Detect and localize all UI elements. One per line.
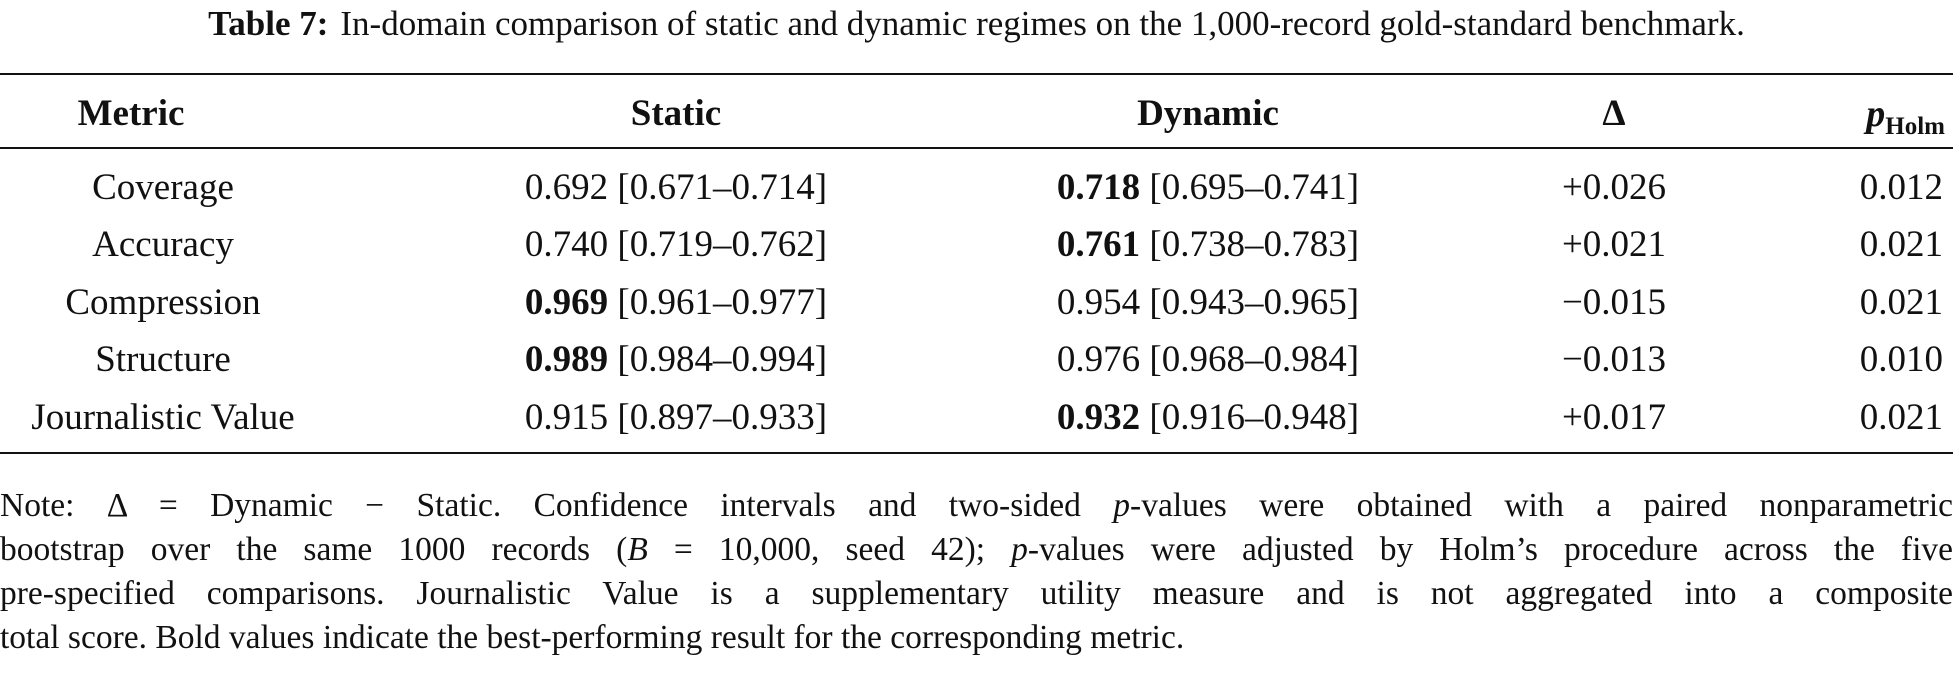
dynamic-value: 0.954 xyxy=(1056,282,1141,323)
row-delta: −0.013 xyxy=(1561,339,1667,380)
table-top-rule xyxy=(0,73,1953,75)
note-italic-p: p xyxy=(1011,531,1028,568)
row-static: 0.969 [0.961–0.977] xyxy=(525,280,827,326)
static-ci: [0.961–0.977] xyxy=(617,282,828,323)
dynamic-value: 0.718 xyxy=(1056,167,1141,208)
note-line-3: pre-specified comparisons. Journalistic … xyxy=(0,575,1953,612)
row-metric: Compression xyxy=(65,282,261,323)
table-caption-text: In-domain comparison of static and dynam… xyxy=(340,4,1745,43)
row-p-holm: 0.012 xyxy=(1859,167,1943,208)
table-caption: Table 7: In-domain comparison of static a… xyxy=(0,2,1953,46)
note-text: -values were adjusted by Holm’s procedur… xyxy=(1027,531,1953,568)
row-p-holm: 0.021 xyxy=(1859,397,1943,438)
row-dynamic: 0.761 [0.738–0.783] xyxy=(1057,222,1359,268)
static-value: 0.740 xyxy=(524,224,609,265)
row-p-holm: 0.021 xyxy=(1859,282,1943,323)
row-metric: Journalistic Value xyxy=(31,397,295,438)
header-delta: Δ xyxy=(1602,93,1626,134)
static-value: 0.989 xyxy=(524,339,609,380)
row-static: 0.692 [0.671–0.714] xyxy=(525,165,827,211)
row-metric: Accuracy xyxy=(92,224,234,265)
row-static: 0.740 [0.719–0.762] xyxy=(525,222,827,268)
row-delta: +0.017 xyxy=(1561,397,1667,438)
header-p-subscript: Holm xyxy=(1885,113,1945,140)
static-value: 0.692 xyxy=(524,167,609,208)
static-ci: [0.671–0.714] xyxy=(617,167,828,208)
note-line-1: Note: Δ = Dynamic − Static. Confidence i… xyxy=(0,484,1953,528)
dynamic-ci: [0.916–0.948] xyxy=(1149,397,1360,438)
table-caption-label: Table 7: xyxy=(208,4,329,43)
note-text: = 10,000, seed 42); xyxy=(647,531,1012,568)
dynamic-ci: [0.943–0.965] xyxy=(1149,282,1360,323)
row-static: 0.915 [0.897–0.933] xyxy=(525,395,827,441)
row-p-holm: 0.021 xyxy=(1859,224,1943,265)
note-italic-b: B xyxy=(627,531,648,568)
static-value: 0.915 xyxy=(524,397,609,438)
note-italic-p: p xyxy=(1113,487,1131,524)
row-dynamic: 0.932 [0.916–0.948] xyxy=(1057,395,1359,441)
header-metric: Metric xyxy=(77,93,185,134)
row-dynamic: 0.976 [0.968–0.984] xyxy=(1057,337,1359,383)
note-line-2: bootstrap over the same 1000 records (B … xyxy=(0,528,1953,572)
dynamic-ci: [0.695–0.741] xyxy=(1149,167,1360,208)
row-metric: Structure xyxy=(95,339,231,380)
table-header-rule xyxy=(0,147,1953,149)
table-bottom-rule xyxy=(0,452,1953,454)
note-text: -values were obtained with a paired nonp… xyxy=(1130,487,1953,524)
header-p-symbol: p xyxy=(1866,93,1886,135)
dynamic-value: 0.976 xyxy=(1056,339,1141,380)
row-metric: Coverage xyxy=(92,167,234,208)
dynamic-ci: [0.738–0.783] xyxy=(1149,224,1360,265)
note-text: Note: Δ = Dynamic − Static. Confidence i… xyxy=(0,487,1114,524)
table-note: Note: Δ = Dynamic − Static. Confidence i… xyxy=(0,484,1953,660)
row-delta: +0.021 xyxy=(1561,224,1667,265)
row-dynamic: 0.718 [0.695–0.741] xyxy=(1057,165,1359,211)
header-static: Static xyxy=(630,93,722,134)
row-p-holm: 0.010 xyxy=(1859,339,1943,380)
dynamic-value: 0.932 xyxy=(1056,397,1141,438)
header-dynamic: Dynamic xyxy=(1137,93,1279,134)
header-p-holm: pHolm xyxy=(1866,91,1945,142)
row-dynamic: 0.954 [0.943–0.965] xyxy=(1057,280,1359,326)
dynamic-value: 0.761 xyxy=(1056,224,1141,265)
dynamic-ci: [0.968–0.984] xyxy=(1149,339,1360,380)
row-static: 0.989 [0.984–0.994] xyxy=(525,337,827,383)
note-line-4: total score. Bold values indicate the be… xyxy=(0,619,1185,656)
static-ci: [0.719–0.762] xyxy=(617,224,828,265)
row-delta: −0.015 xyxy=(1561,282,1667,323)
note-text: bootstrap over the same 1000 records ( xyxy=(0,531,628,568)
static-ci: [0.984–0.994] xyxy=(617,339,828,380)
static-value: 0.969 xyxy=(524,282,609,323)
static-ci: [0.897–0.933] xyxy=(617,397,828,438)
row-delta: +0.026 xyxy=(1561,167,1667,208)
